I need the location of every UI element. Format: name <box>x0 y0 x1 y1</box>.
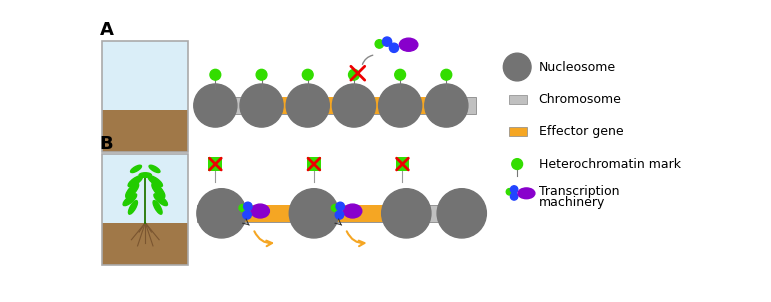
Circle shape <box>375 40 384 48</box>
Circle shape <box>437 189 487 238</box>
Circle shape <box>348 69 359 80</box>
Bar <box>102 154 188 223</box>
Bar <box>509 127 527 136</box>
Circle shape <box>243 211 251 219</box>
Circle shape <box>289 189 338 238</box>
Ellipse shape <box>152 183 165 198</box>
Ellipse shape <box>154 194 167 206</box>
Bar <box>102 41 188 152</box>
Ellipse shape <box>153 201 162 214</box>
Bar <box>102 154 188 265</box>
Circle shape <box>425 84 468 127</box>
Ellipse shape <box>126 183 139 198</box>
FancyArrowPatch shape <box>362 55 372 64</box>
Circle shape <box>512 159 523 169</box>
Text: Heterochromatin mark: Heterochromatin mark <box>539 158 681 171</box>
Circle shape <box>382 189 431 238</box>
Circle shape <box>210 69 221 80</box>
Text: Chromosome: Chromosome <box>539 93 621 106</box>
Ellipse shape <box>343 204 362 218</box>
Ellipse shape <box>123 194 136 206</box>
Bar <box>240 205 388 222</box>
Circle shape <box>379 84 422 127</box>
Circle shape <box>302 69 313 80</box>
Circle shape <box>197 189 246 238</box>
Circle shape <box>335 211 344 219</box>
Text: Transcription: Transcription <box>539 185 619 198</box>
Bar <box>396 157 409 171</box>
Ellipse shape <box>139 173 151 177</box>
Circle shape <box>194 84 237 127</box>
Circle shape <box>382 37 392 46</box>
Bar <box>277 97 338 114</box>
Bar <box>102 41 188 110</box>
Bar <box>102 223 188 265</box>
Ellipse shape <box>130 165 142 172</box>
Bar <box>208 157 222 171</box>
Circle shape <box>507 188 513 195</box>
Bar <box>197 205 476 222</box>
Text: Effector gene: Effector gene <box>539 125 624 138</box>
Ellipse shape <box>129 201 137 214</box>
Circle shape <box>503 53 531 81</box>
Circle shape <box>441 69 452 80</box>
Circle shape <box>286 84 329 127</box>
Ellipse shape <box>148 176 163 187</box>
Ellipse shape <box>518 188 535 199</box>
Circle shape <box>256 69 267 80</box>
Circle shape <box>239 204 246 211</box>
Circle shape <box>395 69 406 80</box>
Ellipse shape <box>399 38 418 51</box>
Bar <box>509 95 527 104</box>
Ellipse shape <box>251 204 269 218</box>
Circle shape <box>332 84 375 127</box>
Text: A: A <box>99 21 113 39</box>
Circle shape <box>332 204 338 211</box>
Circle shape <box>510 186 518 193</box>
Bar <box>197 97 476 114</box>
Bar <box>102 110 188 152</box>
Circle shape <box>240 84 283 127</box>
Circle shape <box>510 193 518 200</box>
Circle shape <box>244 202 252 211</box>
Bar <box>307 157 321 171</box>
Bar <box>369 97 431 114</box>
Text: machinery: machinery <box>539 196 605 209</box>
Ellipse shape <box>149 165 160 172</box>
Circle shape <box>336 202 345 211</box>
Ellipse shape <box>128 176 143 187</box>
Text: B: B <box>99 134 113 153</box>
Text: Nucleosome: Nucleosome <box>539 60 616 74</box>
Circle shape <box>389 43 399 53</box>
